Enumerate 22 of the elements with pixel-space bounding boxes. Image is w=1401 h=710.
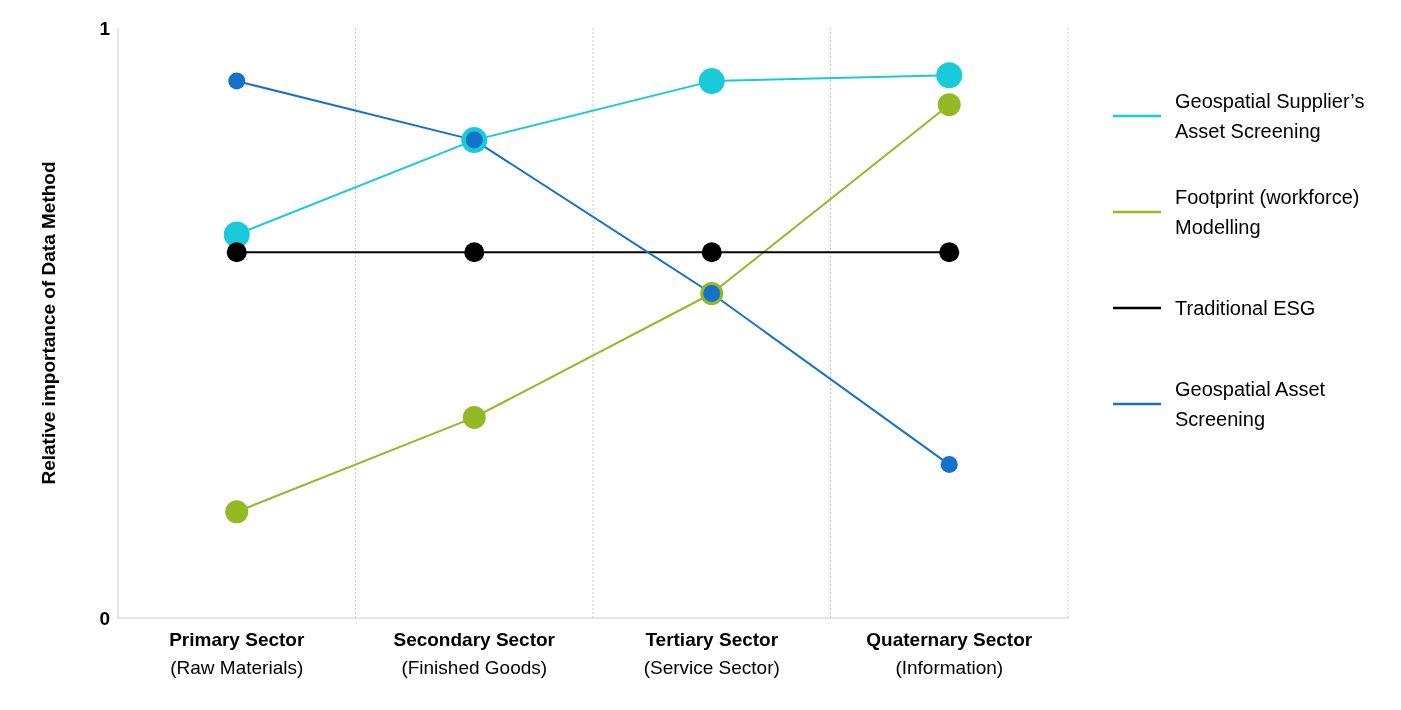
point [226, 242, 247, 263]
point [701, 242, 722, 263]
legend-label: Footprint (workforce) Modelling [1175, 185, 1361, 240]
point [936, 62, 963, 89]
y-axis-title: Relative importance of Data Method [37, 161, 59, 485]
point [937, 93, 961, 117]
y-tick-label: 0 [99, 607, 110, 629]
x-tick-label: Quaternary Sector (Information) [866, 629, 1033, 678]
x-tick-label: Primary Sector (Raw Materials) [169, 629, 305, 678]
point [940, 456, 958, 474]
point [228, 72, 246, 90]
x-tick-label: Secondary Sector (Finished Goods) [393, 629, 556, 678]
point [939, 242, 960, 263]
legend-label: Geospatial Asset Screening [1175, 377, 1327, 432]
point [225, 500, 249, 524]
point [462, 405, 486, 429]
x-tick-label: Tertiary Sector (Service Sector) [643, 629, 780, 678]
y-tick-label: 1 [99, 17, 111, 39]
legend-label: Traditional ESG [1175, 296, 1317, 321]
point [698, 68, 725, 95]
point [464, 242, 485, 263]
legend-label: Geospatial Supplier’s Asset Screening [1175, 89, 1366, 144]
